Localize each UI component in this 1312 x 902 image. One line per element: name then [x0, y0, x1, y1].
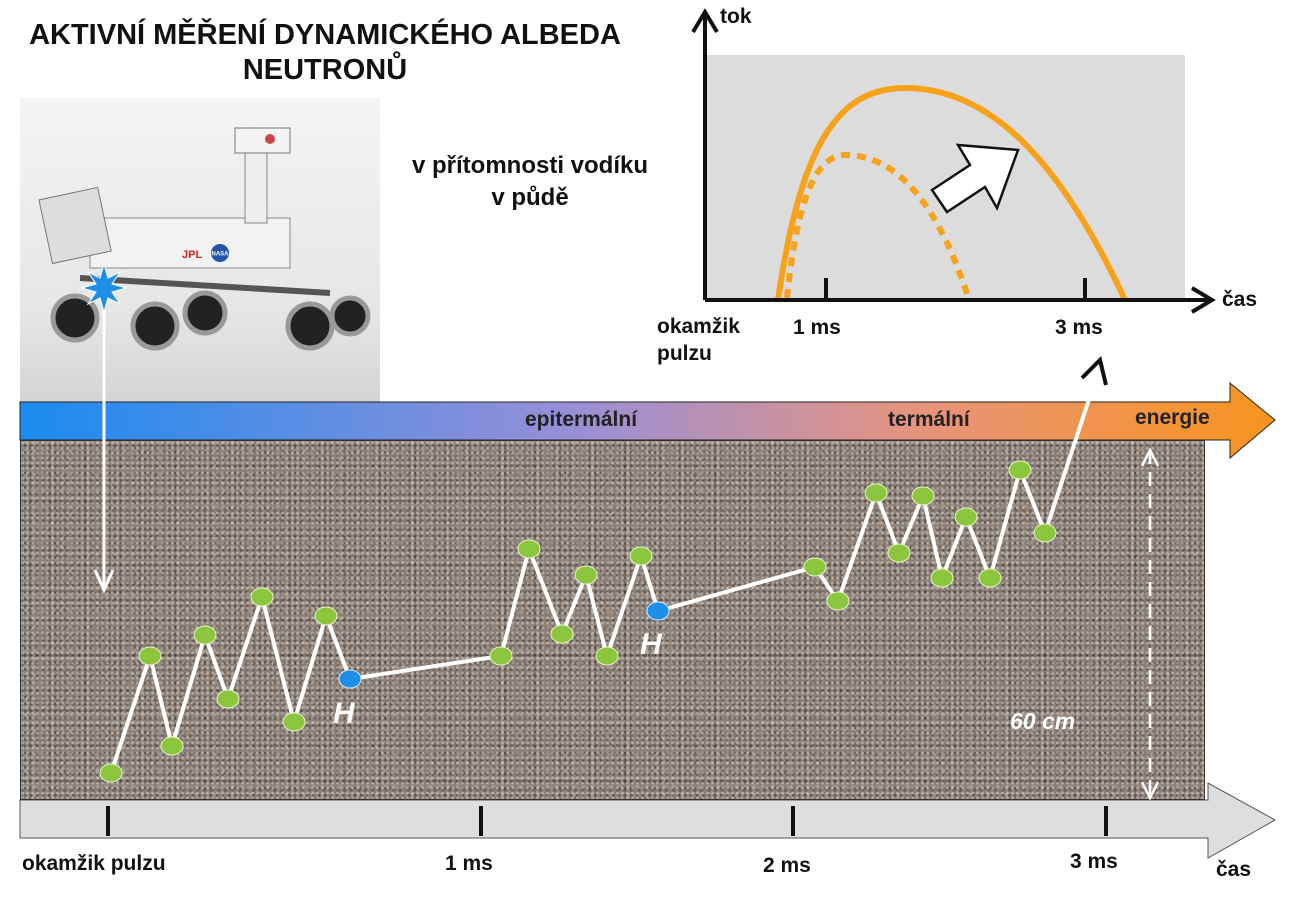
- flux-curve-dry: [775, 84, 1128, 302]
- neutron-dot: [1008, 460, 1032, 480]
- inset-tick-3ms: 3 ms: [1055, 316, 1103, 339]
- neutron-dot: [517, 539, 541, 559]
- neutron-dot: [160, 736, 184, 756]
- label-energy: energie: [1135, 406, 1210, 429]
- nasa-logo-text: NASA: [211, 252, 229, 258]
- time-tick-2ms: 2 ms: [763, 854, 811, 877]
- nasa-logo: [211, 244, 229, 262]
- soil-layer: [20, 440, 1205, 800]
- shift-arrow-icon: [930, 143, 1020, 214]
- neutron-dot: [887, 543, 911, 563]
- neutron-dot: [930, 568, 954, 588]
- neutron-dot: [250, 587, 274, 607]
- neutron-dot: [574, 565, 598, 585]
- pulse-line: [93, 290, 115, 594]
- neutron-dot: [550, 624, 574, 644]
- neutron-dot: [282, 712, 306, 732]
- neutron-dot: [99, 763, 123, 783]
- pulse-star-icon: [80, 262, 128, 314]
- hydrogen-dot: [338, 669, 362, 689]
- neutron-dot: [489, 646, 513, 666]
- escape-arrowhead: [1080, 356, 1108, 386]
- hydrogen-dot: [646, 601, 670, 621]
- flux-curve-hydrogen: [784, 151, 971, 299]
- inset-tick-1ms: 1 ms: [793, 316, 841, 339]
- time-arrow: [19, 782, 1277, 859]
- depth-arrow: [1140, 447, 1160, 801]
- neutron-dot: [138, 646, 162, 666]
- hydrogen-label: H: [333, 697, 355, 730]
- subtitle: v přítomnosti vodíku v půdě: [411, 152, 648, 211]
- inset-axes: [691, 8, 1216, 314]
- diagram-title: AKTIVNÍ MĚŘENÍ DYNAMICKÉHO ALBEDA NEUTRO…: [29, 19, 621, 86]
- rover-photo: JPL NASA: [20, 98, 380, 403]
- neutron-dot: [911, 486, 935, 506]
- neutron-dot: [826, 591, 850, 611]
- time-tick-3ms: 3 ms: [1070, 850, 1118, 873]
- neutron-dot: [978, 568, 1002, 588]
- rover-illustration: JPL NASA: [38, 127, 371, 351]
- neutron-dot: [595, 646, 619, 666]
- label-thermal: termální: [888, 408, 970, 431]
- inset-x-label: čas: [1222, 288, 1258, 311]
- neutron-dot: [864, 483, 888, 503]
- hydrogen-label: H: [640, 628, 662, 661]
- label-epithermal: epitermální: [525, 408, 638, 431]
- time-axis-label: čas: [1216, 858, 1252, 881]
- neutron-dot: [1033, 523, 1057, 543]
- neutron-dot: [629, 546, 653, 566]
- neutron-collisions: [99, 460, 1057, 783]
- depth-label: 60 cm: [1010, 708, 1076, 734]
- time-tick-pulse: okamžik pulzu: [22, 852, 166, 875]
- time-ticks: [106, 806, 1108, 836]
- inset-y-label: tok: [720, 5, 752, 28]
- neutron-dot: [803, 557, 827, 577]
- time-tick-1ms: 1 ms: [445, 852, 493, 875]
- neutron-dot: [193, 625, 217, 645]
- jpl-logo: JPL: [182, 249, 202, 261]
- inset-origin-label: okamžik pulzu: [657, 315, 740, 365]
- neutron-dot: [314, 606, 338, 626]
- neutron-dot: [954, 507, 978, 527]
- neutron-dot: [216, 689, 240, 709]
